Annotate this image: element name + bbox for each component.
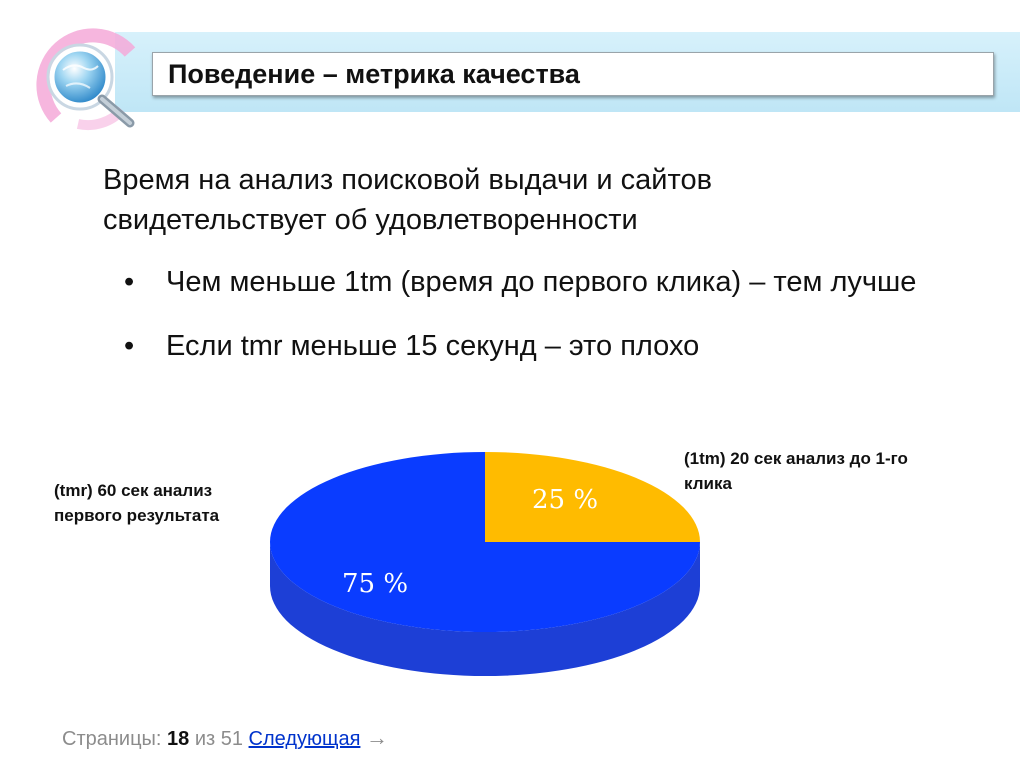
pie-slice-1tm-value-label: 25 % — [532, 485, 598, 515]
arrow-right-icon[interactable]: → — [365, 725, 388, 750]
bullet-text: Чем меньше 1tm (время до первого клика) … — [166, 266, 917, 298]
of-label: из — [194, 728, 216, 750]
title-box — [152, 52, 994, 96]
pages-label: Страницы: — [62, 728, 162, 750]
bullet-list: • Чем меньше 1tm (время до первого клика… — [120, 262, 980, 390]
page-navigation: Страницы: 18 из 51 Следующая → — [62, 725, 388, 751]
bullet-item: • Чем меньше 1tm (время до первого клика… — [120, 262, 980, 302]
next-page-link[interactable]: Следующая — [248, 728, 361, 750]
bullet-dot: • — [124, 330, 135, 362]
pie-slice-1tm — [485, 452, 700, 542]
pie-chart: 25 % 75 % — [270, 452, 700, 676]
slice-label-tmr: (tmr) 60 сек анализ первого результата — [54, 481, 220, 525]
pie-slice-tmr — [270, 452, 700, 632]
total-pages: 51 — [220, 728, 243, 750]
pie-slice-tmr-value-label: 75 % — [342, 569, 408, 599]
page-title: Поведение – метрика качества — [168, 59, 580, 89]
pie-slice-tmr-side — [270, 542, 700, 676]
bullet-text: Если tmr меньше 15 секунд – это плохо — [166, 330, 700, 362]
intro-text: Время на анализ поисковой выдачи и сайто… — [103, 164, 712, 236]
slice-label-1tm: (1tm) 20 сек анализ до 1-го клика — [684, 449, 908, 493]
bullet-item: • Если tmr меньше 15 секунд – это плохо — [120, 326, 980, 366]
current-page: 18 — [167, 728, 190, 750]
magnifier-globe-logo — [36, 28, 136, 131]
bullet-dot: • — [124, 266, 135, 298]
